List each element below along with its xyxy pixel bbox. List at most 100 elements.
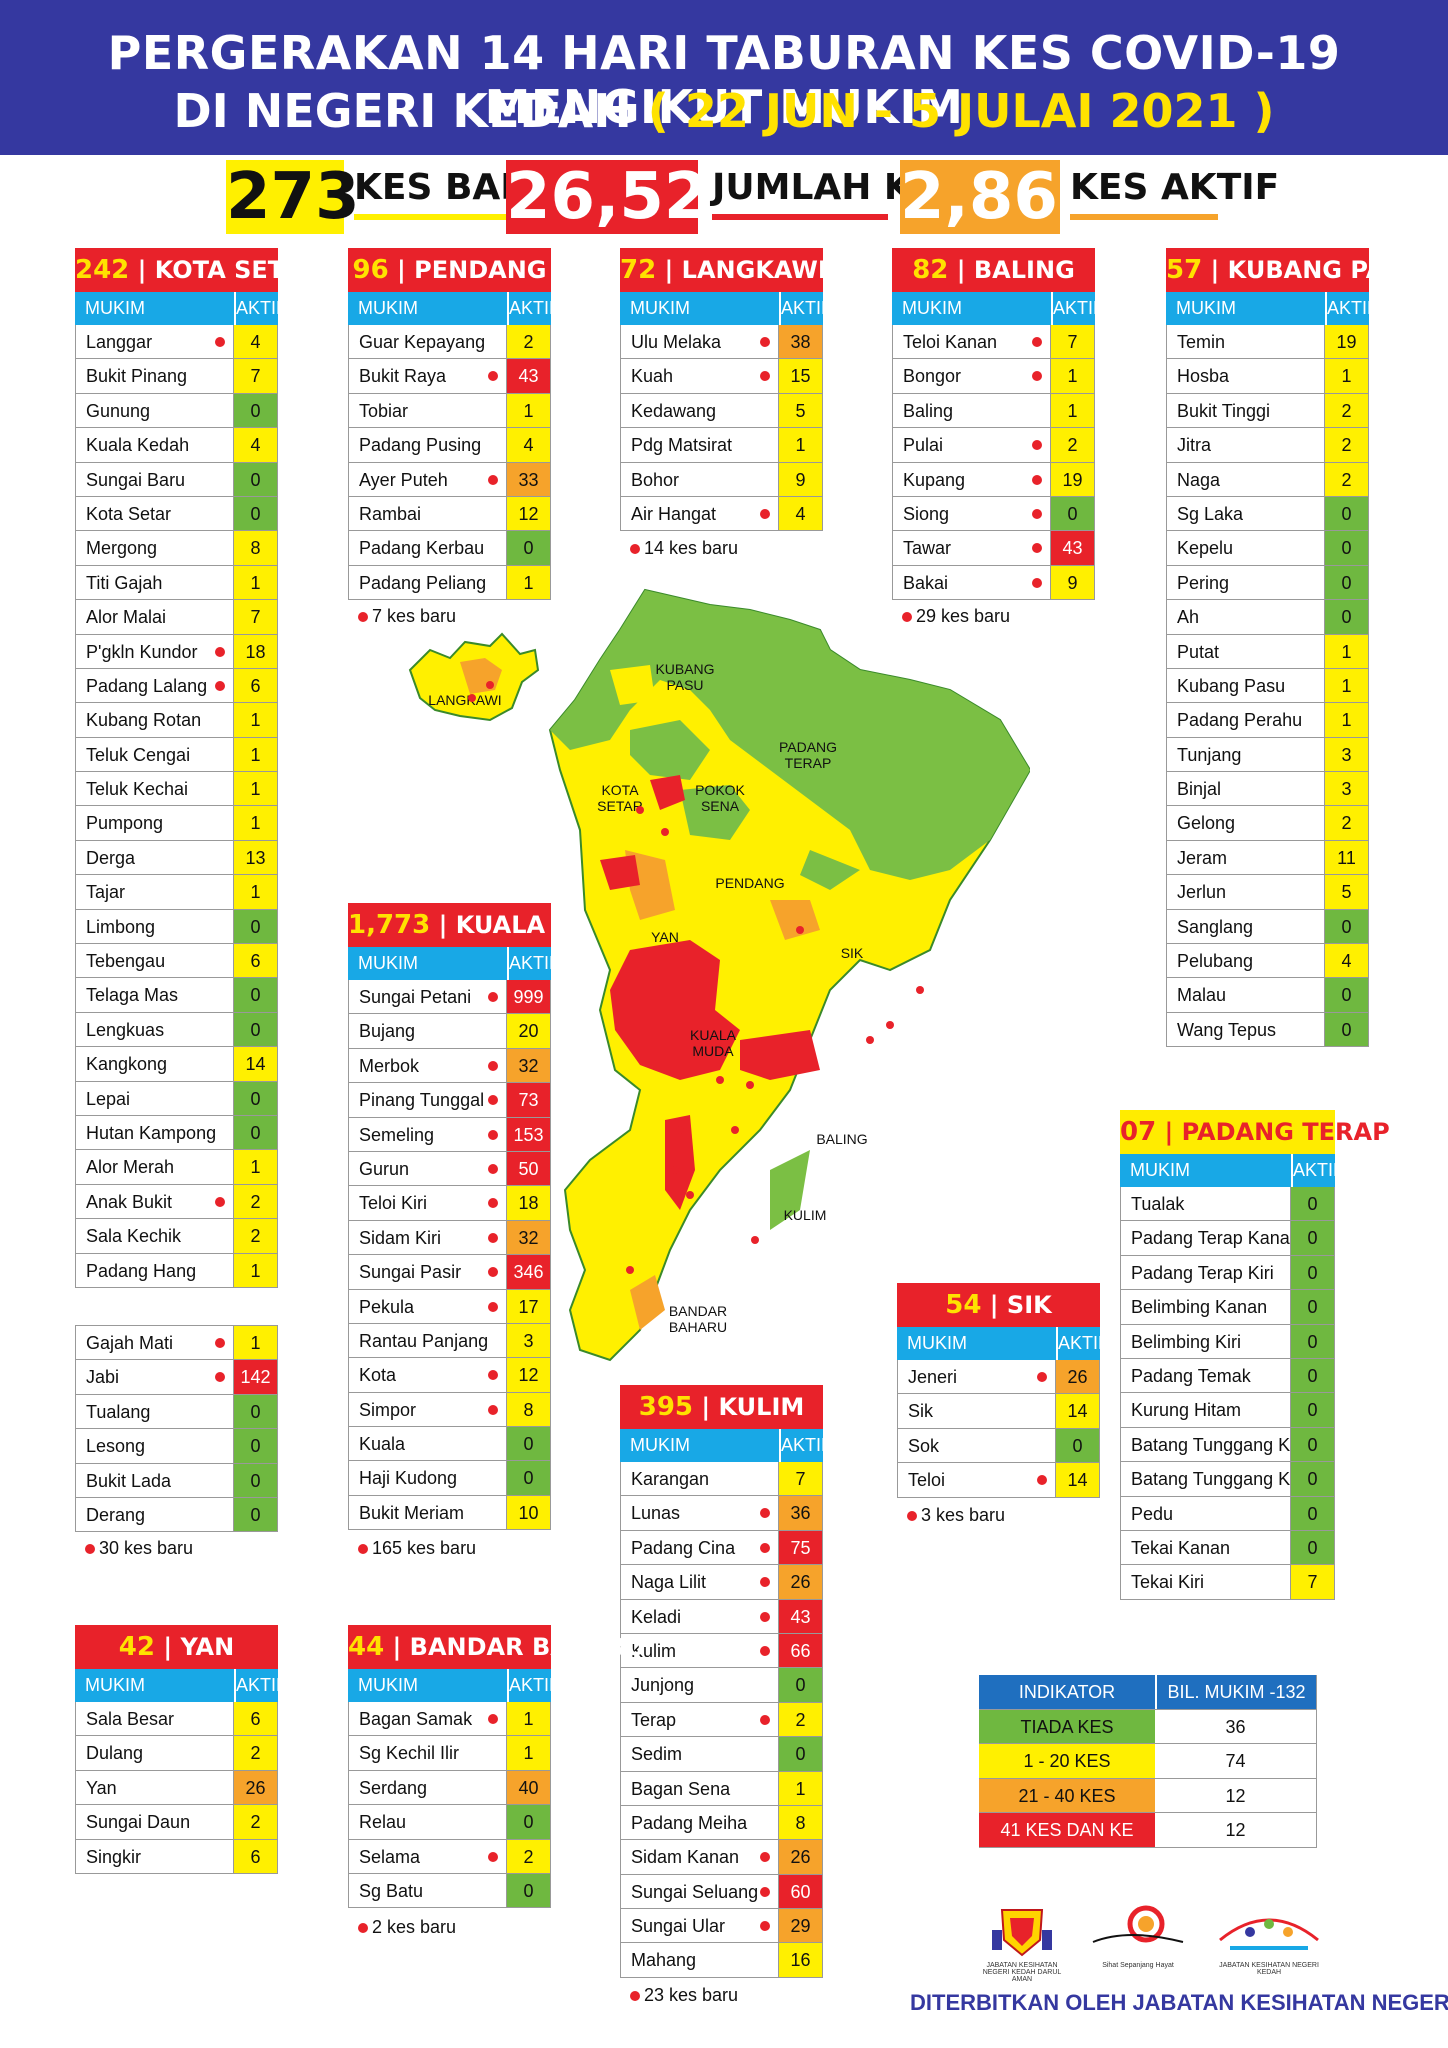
table-row: Kupang 19 bbox=[893, 463, 1094, 497]
mukim-name: Hosba bbox=[1167, 359, 1324, 392]
column-header: MUKIM AKTIF bbox=[1120, 1154, 1335, 1187]
table-row: Bukit Meriam 10 bbox=[349, 1496, 550, 1530]
aktif-value: 6 bbox=[233, 1840, 277, 1873]
aktif-value: 60 bbox=[778, 1875, 822, 1908]
aktif-value: 26 bbox=[233, 1771, 277, 1804]
table-rows: Tualak 0 Padang Terap Kanan 0 Padang Terap K… bbox=[1120, 1187, 1335, 1600]
mukim-name: Teloi bbox=[898, 1463, 1055, 1496]
table-row: Sg Kechil Ilir 1 bbox=[349, 1736, 550, 1770]
table-row: Sedim 0 bbox=[621, 1737, 822, 1771]
new-case-dot-icon bbox=[1037, 1372, 1047, 1382]
kk-logo-text: Sihat Sepanjang Hayat bbox=[1088, 1962, 1188, 1969]
mukim-name: Serdang bbox=[349, 1771, 506, 1804]
table-row: Anak Bukit 2 bbox=[76, 1185, 277, 1219]
aktif-value: 36 bbox=[778, 1496, 822, 1529]
active-cases-label: KES AKTIF bbox=[1070, 168, 1279, 208]
mukim-name: Terap bbox=[621, 1703, 778, 1736]
red-dot-icon bbox=[630, 1991, 640, 2001]
district-name: | BALING bbox=[957, 256, 1075, 284]
mukim-name: Keladi bbox=[621, 1600, 778, 1633]
table-row: Batang Tunggang Kanan0 bbox=[1121, 1428, 1334, 1462]
mukim-name: Teloi Kanan bbox=[893, 325, 1050, 358]
red-dot-icon bbox=[630, 544, 640, 554]
mukim-name: Padang Pusing bbox=[349, 428, 506, 461]
table-row: Kubang Pasu 1 bbox=[1167, 669, 1368, 703]
table-row: Relau 0 bbox=[349, 1805, 550, 1839]
table-row: Sik 14 bbox=[898, 1394, 1099, 1428]
aktif-value: 26 bbox=[1055, 1360, 1099, 1393]
aktif-value: 6 bbox=[233, 669, 277, 702]
table-row: Kuah 15 bbox=[621, 359, 822, 393]
legend-indicator: 1 - 20 KES bbox=[979, 1744, 1155, 1778]
aktif-value: 2 bbox=[1050, 428, 1094, 461]
mukim-name: Bongor bbox=[893, 359, 1050, 392]
mukim-name: Mahang bbox=[621, 1943, 778, 1976]
mukim-name: Sungai Daun bbox=[76, 1805, 233, 1838]
kk-swirl-icon bbox=[1088, 1900, 1188, 1960]
district-header: 07 | PADANG TERAP bbox=[1120, 1110, 1335, 1154]
map-dot bbox=[626, 1266, 634, 1274]
mukim-name: Padang Meiha bbox=[621, 1806, 778, 1839]
table-row: Kuala Kedah 4 bbox=[76, 428, 277, 462]
map-label-baling: BALING bbox=[816, 1131, 867, 1147]
district-name: | PADANG TERAP bbox=[1165, 1118, 1390, 1146]
mukim-name: Kota Setar bbox=[76, 497, 233, 530]
mukim-name: Padang Kerbau bbox=[349, 531, 506, 564]
district-table-kubang-pasu: 57 | KUBANG PASU MUKIM AKTIF Temin 19 Hosba 1 B… bbox=[1166, 248, 1369, 1047]
table-row: Bongor 1 bbox=[893, 359, 1094, 393]
mukim-name: Pdg Matsirat bbox=[621, 428, 778, 461]
district-header: 44 | BANDAR BAHARU bbox=[348, 1625, 551, 1669]
aktif-value: 0 bbox=[233, 978, 277, 1011]
mukim-name: Derga bbox=[76, 841, 233, 874]
table-rows: Langgar 4 Bukit Pinang 7 Gunung 0 Kuala Kedah 4… bbox=[75, 325, 278, 1288]
aktif-value: 0 bbox=[233, 1464, 277, 1497]
new-case-dot-icon bbox=[1037, 1475, 1047, 1485]
aktif-value: 9 bbox=[1050, 566, 1094, 599]
new-cases-note: 2 kes baru bbox=[358, 1917, 456, 1938]
aktif-value: 9 bbox=[778, 463, 822, 496]
new-case-dot-icon bbox=[215, 647, 225, 657]
mukim-name: Kangkong bbox=[76, 1047, 233, 1080]
map-dot bbox=[886, 1021, 894, 1029]
title-line-2: DI NEGERI KEDAH ( 22 JUN - 5 JULAI 2021 … bbox=[0, 84, 1448, 138]
aktif-value: 7 bbox=[233, 359, 277, 392]
table-row: Pdg Matsirat 1 bbox=[621, 428, 822, 462]
aktif-value: 0 bbox=[506, 1461, 550, 1494]
new-case-dot-icon bbox=[215, 1338, 225, 1348]
new-case-dot-icon bbox=[1032, 475, 1042, 485]
aktif-value: 2 bbox=[506, 1840, 550, 1873]
aktif-value: 0 bbox=[1290, 1393, 1334, 1426]
new-case-dot-icon bbox=[488, 1370, 498, 1380]
col-mukim: MUKIM bbox=[348, 1669, 507, 1702]
jkn-logo: JABATAN KESIHATAN NEGERI KEDAH DARUL AMA… bbox=[982, 1900, 1062, 1980]
mukim-name: Sungai Seluang bbox=[621, 1875, 778, 1908]
aktif-value: 0 bbox=[1290, 1221, 1334, 1254]
aktif-value: 40 bbox=[506, 1771, 550, 1804]
table-row: Tualak 0 bbox=[1121, 1187, 1334, 1221]
mukim-name: Lengkuas bbox=[76, 1013, 233, 1046]
mukim-name: Sok bbox=[898, 1429, 1055, 1462]
aktif-value: 15 bbox=[778, 359, 822, 392]
col-aktif: AKTIF bbox=[234, 292, 278, 325]
new-cases-note: 23 kes baru bbox=[630, 1985, 738, 2006]
aktif-value: 26 bbox=[778, 1840, 822, 1873]
aktif-value: 0 bbox=[506, 1427, 550, 1460]
col-mukim: MUKIM bbox=[75, 1669, 234, 1702]
mukim-name: Bukit Lada bbox=[76, 1464, 233, 1497]
aktif-value: 2 bbox=[1324, 428, 1368, 461]
table-row: Sanglang 0 bbox=[1167, 910, 1368, 944]
aktif-value: 1 bbox=[506, 1702, 550, 1735]
table-row: Terap 2 bbox=[621, 1703, 822, 1737]
aktif-value: 1 bbox=[233, 772, 277, 805]
map-label-kota-setar-2: SETAR bbox=[597, 798, 643, 814]
aktif-value: 18 bbox=[233, 635, 277, 668]
aktif-value: 4 bbox=[506, 428, 550, 461]
aktif-value: 2 bbox=[778, 1703, 822, 1736]
aktif-value: 1 bbox=[1324, 635, 1368, 668]
mukim-name: Teluk Cengai bbox=[76, 738, 233, 771]
aktif-value: 0 bbox=[233, 1013, 277, 1046]
col-aktif: AKTIF bbox=[234, 1669, 278, 1702]
table-row: Bukit Lada 0 bbox=[76, 1464, 277, 1498]
table-row: Kedawang 5 bbox=[621, 394, 822, 428]
district-table-padang-terap: 07 | PADANG TERAP MUKIM AKTIF Tualak 0 Padang… bbox=[1120, 1110, 1335, 1600]
